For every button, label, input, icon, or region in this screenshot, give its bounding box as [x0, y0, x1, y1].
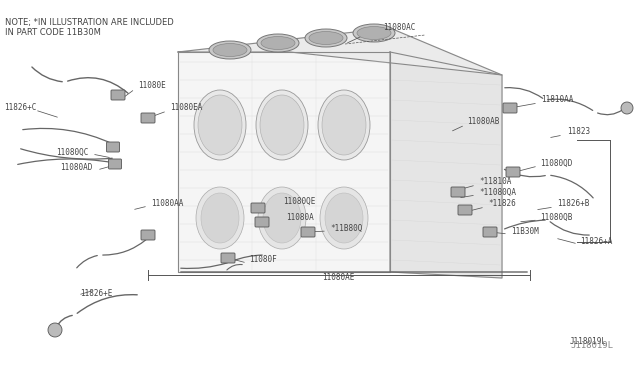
Text: 11826+A: 11826+A	[580, 237, 612, 246]
FancyBboxPatch shape	[301, 227, 315, 237]
Ellipse shape	[196, 187, 244, 249]
Polygon shape	[390, 52, 502, 278]
FancyBboxPatch shape	[506, 167, 520, 177]
FancyBboxPatch shape	[141, 230, 155, 240]
Text: 11080QC: 11080QC	[56, 148, 88, 157]
Ellipse shape	[256, 90, 308, 160]
Ellipse shape	[309, 32, 343, 45]
Ellipse shape	[258, 187, 306, 249]
Ellipse shape	[209, 41, 251, 59]
Ellipse shape	[320, 187, 368, 249]
FancyBboxPatch shape	[458, 205, 472, 215]
Ellipse shape	[257, 34, 299, 52]
Text: *11080QA: *11080QA	[479, 187, 516, 196]
Ellipse shape	[194, 90, 246, 160]
Ellipse shape	[322, 95, 366, 155]
Polygon shape	[178, 52, 390, 272]
FancyBboxPatch shape	[221, 253, 235, 263]
Text: J118019L: J118019L	[570, 340, 613, 350]
Text: 11080A: 11080A	[286, 214, 314, 222]
FancyBboxPatch shape	[255, 217, 269, 227]
FancyBboxPatch shape	[106, 142, 120, 152]
Ellipse shape	[260, 95, 304, 155]
FancyBboxPatch shape	[251, 203, 265, 213]
Text: 11826+E: 11826+E	[80, 289, 113, 298]
Text: NOTE; *IN ILLUSTRATION ARE INCLUDED
IN PART CODE 11B30M: NOTE; *IN ILLUSTRATION ARE INCLUDED IN P…	[5, 18, 173, 38]
Text: 11826+B: 11826+B	[557, 199, 589, 208]
Text: 11810AA: 11810AA	[541, 96, 573, 105]
Ellipse shape	[357, 26, 391, 39]
Ellipse shape	[201, 193, 239, 243]
Text: 11080E: 11080E	[138, 81, 166, 90]
FancyBboxPatch shape	[451, 187, 465, 197]
Circle shape	[48, 323, 62, 337]
Text: *11810A: *11810A	[479, 177, 511, 186]
Ellipse shape	[198, 95, 242, 155]
Text: 11080F: 11080F	[249, 256, 276, 264]
Text: 11080AE: 11080AE	[322, 273, 354, 282]
Text: 11080QD: 11080QD	[540, 158, 572, 167]
Text: *11B80Q: *11B80Q	[330, 224, 362, 232]
Polygon shape	[178, 28, 502, 75]
Text: *11826: *11826	[488, 199, 516, 208]
Text: 11823: 11823	[567, 128, 590, 137]
Ellipse shape	[213, 44, 247, 57]
FancyBboxPatch shape	[503, 103, 517, 113]
Ellipse shape	[353, 24, 395, 42]
Text: 11080EA: 11080EA	[170, 103, 202, 112]
Text: 11080QE: 11080QE	[283, 196, 316, 205]
FancyBboxPatch shape	[109, 159, 122, 169]
Ellipse shape	[325, 193, 363, 243]
Text: J118019L: J118019L	[570, 337, 607, 346]
Circle shape	[621, 102, 633, 114]
Ellipse shape	[263, 193, 301, 243]
Text: 11080AC: 11080AC	[383, 23, 415, 32]
FancyBboxPatch shape	[141, 113, 155, 123]
Ellipse shape	[305, 29, 347, 47]
Text: 11826+C: 11826+C	[4, 103, 36, 112]
Ellipse shape	[318, 90, 370, 160]
Text: 11080AD: 11080AD	[60, 164, 92, 173]
Text: 11080AA: 11080AA	[151, 199, 184, 208]
Text: 11080QB: 11080QB	[540, 212, 572, 221]
Ellipse shape	[261, 36, 295, 49]
Text: 11080AB: 11080AB	[467, 118, 499, 126]
FancyBboxPatch shape	[111, 90, 125, 100]
Text: 11B30M: 11B30M	[511, 227, 539, 235]
FancyBboxPatch shape	[483, 227, 497, 237]
